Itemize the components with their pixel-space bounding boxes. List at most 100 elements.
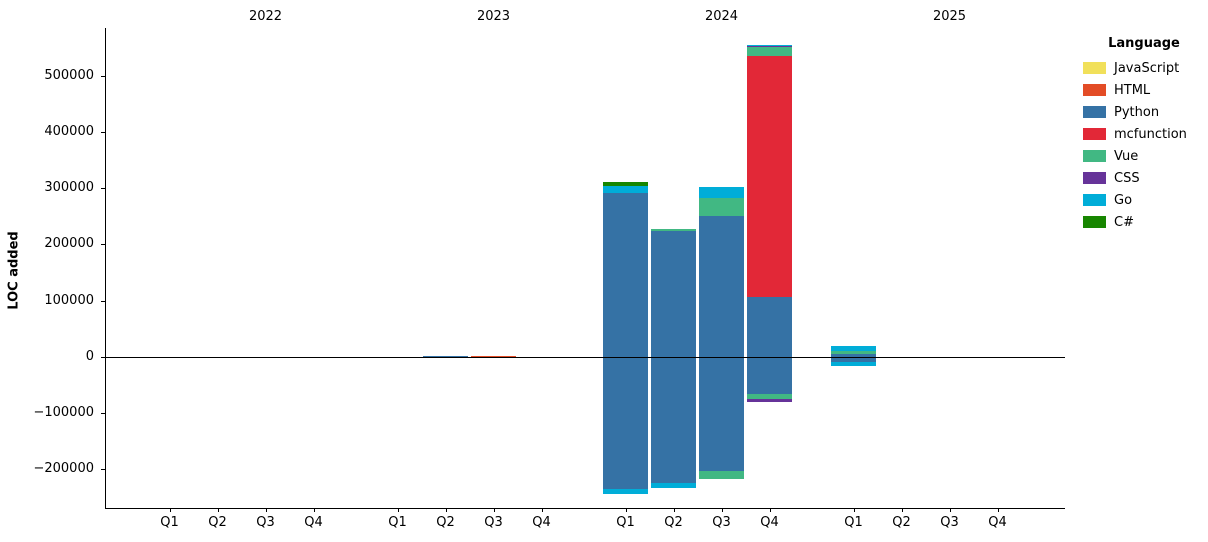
y-tick-mark (101, 300, 105, 302)
year-label: 2022 (248, 9, 283, 24)
bar-segment (699, 197, 744, 217)
bar-segment (603, 181, 648, 186)
x-tick-label: Q1 (388, 515, 407, 530)
x-tick-mark (541, 508, 543, 512)
x-tick-label: Q1 (616, 515, 635, 530)
x-tick-mark (445, 508, 447, 512)
x-tick-label: Q2 (436, 515, 455, 530)
bar-segment (423, 355, 468, 357)
x-tick-label: Q2 (208, 515, 227, 530)
y-tick-mark (101, 75, 105, 77)
bar-segment (747, 398, 792, 403)
bar-segment (471, 355, 516, 357)
legend-item: mcfunction (1083, 123, 1205, 145)
bar-segment (747, 393, 792, 399)
x-tick-label: Q4 (760, 515, 779, 530)
x-tick-label: Q1 (844, 515, 863, 530)
x-tick-mark (997, 508, 999, 512)
bar-segment (651, 356, 696, 483)
y-tick-mark (101, 188, 105, 190)
x-tick-mark (901, 508, 903, 512)
bar-segment (699, 356, 744, 471)
bar-segment (831, 356, 876, 363)
legend-swatch-icon (1083, 150, 1106, 162)
y-tick-label: 300000 (44, 180, 94, 196)
legend-label: mcfunction (1114, 126, 1187, 142)
bar-segment (603, 356, 648, 489)
bar-segment (651, 229, 696, 231)
legend-label: JavaScript (1114, 60, 1180, 76)
legend-label: C# (1114, 214, 1134, 230)
x-tick-label: Q4 (304, 515, 323, 530)
x-tick-mark (217, 508, 219, 512)
x-tick-mark (169, 508, 171, 512)
x-tick-label: Q2 (892, 515, 911, 530)
year-label: 2024 (704, 9, 739, 24)
bar-segment (747, 56, 792, 297)
year-label: 2025 (932, 9, 967, 24)
bar-segment (831, 351, 876, 355)
x-tick-mark (949, 508, 951, 512)
x-axis-spine (105, 508, 1065, 509)
legend-item: CSS (1083, 167, 1205, 189)
legend-item: HTML (1083, 79, 1205, 101)
x-tick-mark (673, 508, 675, 512)
x-tick-mark (853, 508, 855, 512)
x-tick-mark (493, 508, 495, 512)
y-tick-label: 200000 (44, 236, 94, 252)
y-axis-spine (105, 28, 106, 508)
legend-label: Vue (1114, 148, 1139, 164)
bar-segment (831, 345, 876, 352)
y-tick-label: −100000 (33, 405, 94, 420)
bar-segment (831, 354, 876, 357)
year-label: 2023 (476, 9, 511, 24)
x-tick-label: Q3 (256, 515, 275, 530)
legend-swatch-icon (1083, 216, 1106, 228)
legend-item: Vue (1083, 145, 1205, 167)
bar-segment (747, 356, 792, 394)
x-tick-mark (625, 508, 627, 512)
legend-swatch-icon (1083, 106, 1106, 118)
bar-segment (747, 46, 792, 48)
y-tick-mark (101, 413, 105, 414)
bar-segment (747, 44, 792, 47)
legend-label: Go (1114, 192, 1133, 208)
x-tick-mark (313, 508, 315, 512)
bar-segment (747, 47, 792, 57)
legend-item: Go (1083, 189, 1205, 211)
bar-segment (699, 186, 744, 198)
y-tick-label: 500000 (44, 67, 94, 83)
bar-segment (651, 482, 696, 488)
x-tick-mark (397, 508, 399, 512)
y-tick-mark (101, 244, 105, 246)
bar-segment (699, 216, 744, 357)
legend-item: C# (1083, 211, 1205, 233)
legend: Language JavaScript HTML Python mcfunction V… (1083, 36, 1205, 233)
bar-segment (831, 362, 876, 367)
bar-segment (603, 193, 648, 357)
y-tick-label: 400000 (44, 123, 94, 139)
legend-swatch-icon (1083, 62, 1106, 74)
x-tick-label: Q3 (712, 515, 731, 530)
x-tick-mark (769, 508, 771, 512)
y-tick-mark (101, 131, 105, 133)
legend-title: Language (1108, 36, 1180, 51)
y-tick-label: −200000 (33, 461, 94, 477)
bar-segment (651, 230, 696, 357)
x-tick-label: Q3 (940, 515, 959, 530)
y-tick-label: 0 (85, 348, 94, 364)
legend-label: CSS (1114, 170, 1140, 186)
legend-label: Python (1114, 104, 1160, 120)
x-tick-label: Q1 (160, 515, 179, 530)
bar-segment (699, 470, 744, 479)
legend-item: Python (1083, 101, 1205, 123)
y-tick-mark (101, 469, 105, 471)
x-tick-label: Q4 (988, 515, 1007, 530)
x-tick-mark (721, 508, 723, 512)
bar-segment (747, 296, 792, 357)
legend-swatch-icon (1083, 172, 1106, 184)
legend-label: HTML (1114, 82, 1151, 98)
bar-segment (603, 488, 648, 495)
zero-baseline (105, 356, 1065, 358)
